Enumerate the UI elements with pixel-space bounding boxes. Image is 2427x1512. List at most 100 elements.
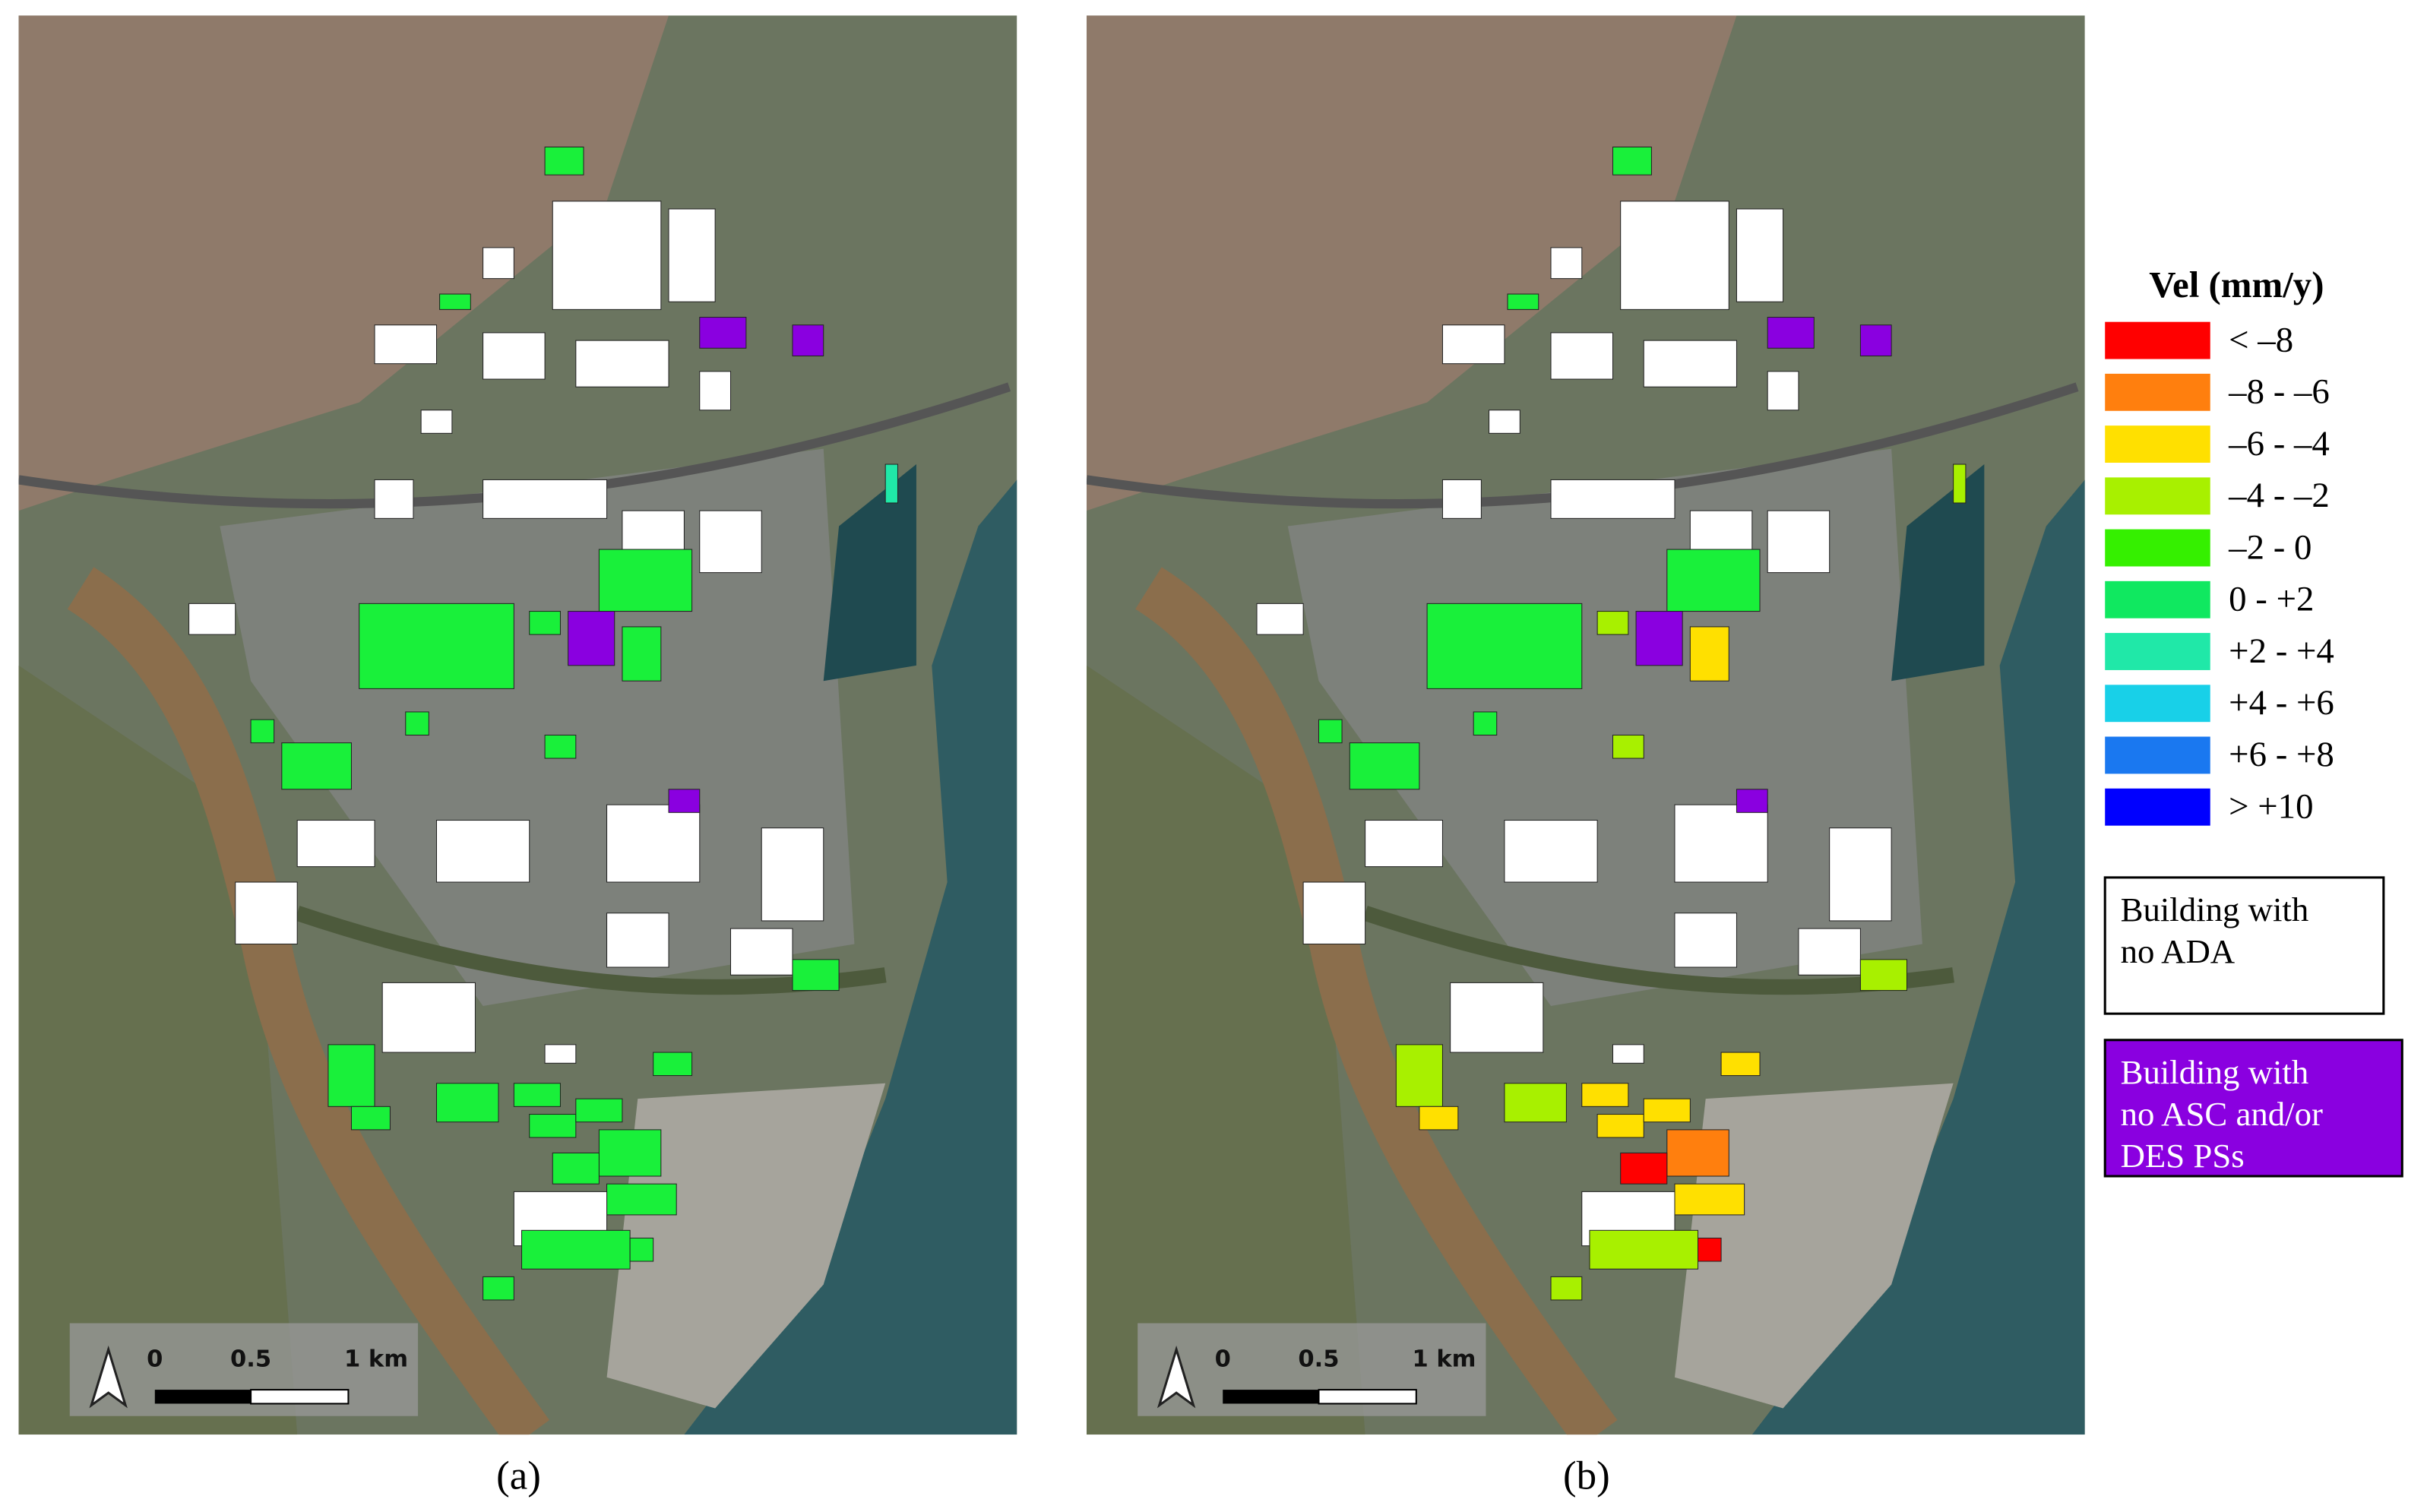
legend-box-text: Building with xyxy=(2121,890,2309,928)
building xyxy=(606,1183,677,1216)
building xyxy=(699,510,762,574)
building xyxy=(1736,208,1784,302)
building xyxy=(1620,1152,1668,1185)
building xyxy=(606,804,701,883)
building xyxy=(1674,1183,1745,1216)
legend-swatch xyxy=(2105,788,2210,826)
building xyxy=(483,247,514,280)
building xyxy=(622,626,662,682)
building xyxy=(435,1083,499,1123)
scale-label: 1 km xyxy=(1412,1346,1476,1373)
building xyxy=(1318,719,1343,744)
legend-box-text: no ADA xyxy=(2121,932,2236,970)
building xyxy=(529,611,561,635)
scale-black xyxy=(1223,1390,1319,1404)
north-arrow xyxy=(1157,1345,1196,1409)
legend-label: < –8 xyxy=(2229,320,2293,359)
building xyxy=(1612,1044,1644,1064)
building xyxy=(653,1052,693,1077)
building xyxy=(1419,1106,1459,1131)
building xyxy=(1689,626,1729,682)
building xyxy=(250,719,275,744)
building xyxy=(1620,201,1729,310)
building xyxy=(1736,789,1768,813)
building xyxy=(568,611,615,666)
building xyxy=(668,789,701,813)
legend-swatch xyxy=(2105,633,2210,670)
legend-swatch xyxy=(2105,580,2210,618)
building xyxy=(1643,1098,1691,1123)
legend-swatch xyxy=(2105,685,2210,723)
building xyxy=(235,881,298,944)
legend-box xyxy=(2103,1039,2403,1178)
building xyxy=(1426,603,1583,689)
legend-label: –4 - –2 xyxy=(2228,476,2330,515)
building xyxy=(1550,479,1675,519)
legend-label: +2 - +4 xyxy=(2229,631,2334,671)
building xyxy=(1349,742,1420,790)
building xyxy=(1798,928,1861,976)
scale-white xyxy=(1318,1389,1417,1405)
building xyxy=(483,479,608,519)
legend-box-text: Building with xyxy=(2121,1053,2309,1091)
scale-white xyxy=(250,1389,350,1405)
building xyxy=(1674,804,1768,883)
legend-box-text: no ASC and/or xyxy=(2121,1095,2323,1133)
building xyxy=(1666,1129,1729,1177)
river xyxy=(1134,567,1618,1435)
legend-label: > +10 xyxy=(2229,786,2313,826)
building xyxy=(1450,982,1544,1053)
building xyxy=(1698,1237,1722,1262)
urban-area xyxy=(1086,15,1737,511)
legend-swatch xyxy=(2105,425,2210,463)
building xyxy=(699,317,747,349)
scale-black xyxy=(154,1390,252,1404)
urban-area xyxy=(18,15,669,511)
scale-label: 0.5 xyxy=(1298,1346,1339,1373)
building xyxy=(575,340,669,387)
building xyxy=(575,1098,623,1123)
building xyxy=(606,913,669,968)
legend-swatch xyxy=(2105,373,2210,411)
building xyxy=(552,201,662,310)
legend-label: +6 - +8 xyxy=(2229,735,2334,774)
scale-label: 0 xyxy=(147,1346,163,1373)
building xyxy=(792,324,824,356)
legend-swatch xyxy=(2105,529,2210,567)
building xyxy=(1635,611,1683,666)
scale-label: 0 xyxy=(1215,1346,1231,1373)
scale-label: 0.5 xyxy=(230,1346,271,1373)
building xyxy=(1720,1052,1761,1077)
building xyxy=(699,371,732,411)
building xyxy=(552,1152,600,1185)
building xyxy=(483,332,546,380)
building xyxy=(405,711,429,736)
building xyxy=(1504,1083,1567,1123)
sea xyxy=(1751,479,2085,1435)
legend-label: –6 - –4 xyxy=(2228,424,2330,463)
building xyxy=(1550,247,1583,280)
building xyxy=(1767,317,1815,349)
container-terminal xyxy=(606,1083,886,1409)
legend-title: Vel (mm/y) xyxy=(2149,264,2324,305)
legend-box-text: DES PSs xyxy=(2121,1137,2245,1175)
building xyxy=(1441,479,1482,519)
harbour-basin xyxy=(823,464,916,682)
building xyxy=(1953,463,1967,504)
building xyxy=(281,742,352,790)
building xyxy=(1302,881,1366,944)
building xyxy=(1550,332,1614,380)
building xyxy=(1441,324,1505,365)
building xyxy=(1767,510,1831,574)
building xyxy=(1589,1229,1699,1270)
harbour-basin xyxy=(1891,464,1985,682)
building xyxy=(350,1106,391,1131)
building xyxy=(1612,734,1644,759)
container-terminal xyxy=(1674,1083,1954,1409)
building xyxy=(328,1044,375,1107)
sea xyxy=(684,479,1017,1435)
building xyxy=(761,827,824,922)
building xyxy=(1612,146,1652,176)
building xyxy=(1581,1083,1629,1107)
